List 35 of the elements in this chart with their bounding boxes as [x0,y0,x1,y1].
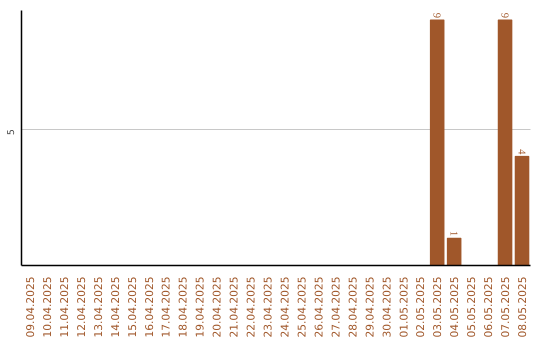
x-tick-label: 07.05.2025 [499,276,512,338]
y-tick-label: 5 [6,129,17,136]
x-tick-label: 30.04.2025 [380,276,394,338]
data-label: 9 [498,12,510,18]
x-tick-label: 16.04.2025 [142,276,156,338]
x-tick-label: 26.04.2025 [312,276,326,338]
x-tick-label: 24.04.2025 [278,276,292,338]
x-tick-label: 10.04.2025 [40,276,54,338]
x-tick-label: 14.04.2025 [108,276,122,338]
x-tick-label: 28.04.2025 [346,276,360,338]
x-tick-label: 12.04.2025 [74,276,88,338]
x-tick-label: 04.05.2025 [448,276,462,338]
x-tick-label: 20.04.2025 [210,276,224,338]
x-tick-label: 27.04.2025 [329,276,342,338]
data-label: 9 [430,12,442,18]
x-tick-label: 05.05.2025 [465,276,478,338]
x-tick-label: 06.05.2025 [482,276,496,338]
x-tick-label: 22.04.2025 [244,276,258,338]
x-tick-label: 25.04.2025 [295,276,308,338]
x-tick-label: 01.05.2025 [397,276,410,338]
x-tick-label: 11.04.2025 [58,276,71,338]
x-tick-label: 29.04.2025 [363,276,376,338]
x-tick-label: 23.04.2025 [262,276,275,338]
x-tick-label: 18.04.2025 [176,276,190,338]
x-tick-label: 03.05.2025 [431,276,444,338]
x-tick-label: 21.04.2025 [228,276,241,338]
x-tick-label: 09.04.2025 [24,276,37,338]
data-label: 1 [448,230,459,236]
x-tick-label: 02.05.2025 [414,276,428,338]
x-tick-label: 08.05.2025 [516,276,530,338]
x-tick-label: 19.04.2025 [194,276,207,338]
x-tick-label: 13.04.2025 [92,276,105,338]
x-tick-label: 17.04.2025 [160,276,173,338]
x-tick-label: 15.04.2025 [126,276,139,338]
data-label: 4 [516,149,527,156]
